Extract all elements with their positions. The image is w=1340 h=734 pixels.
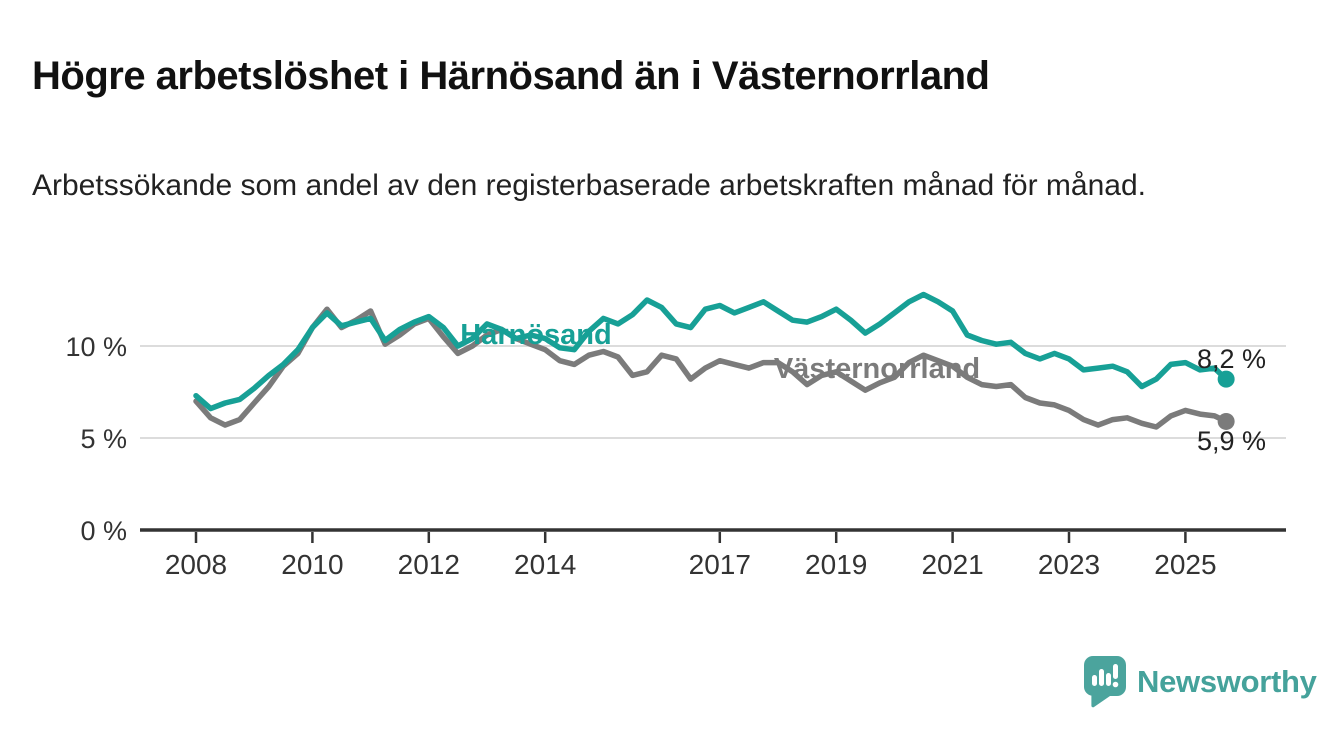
- end-value-label-västernorrland: 5,9 %: [1197, 426, 1266, 456]
- y-tick-label-5: 5 %: [80, 424, 127, 454]
- y-tick-label-10: 10 %: [65, 332, 127, 362]
- page-title: Högre arbetslöshet i Härnösand än i Väst…: [32, 53, 990, 98]
- x-tick-label-2008: 2008: [165, 549, 227, 580]
- x-tick-label-2010: 2010: [281, 549, 343, 580]
- y-tick-label-0: 0 %: [80, 516, 127, 546]
- x-tick-label-2017: 2017: [689, 549, 751, 580]
- x-tick-label-2023: 2023: [1038, 549, 1100, 580]
- x-tick-label-2019: 2019: [805, 549, 867, 580]
- end-dot-härnösand: [1217, 370, 1235, 388]
- newsworthy-logo: Newsworthy: [1084, 656, 1317, 708]
- series-line-västernorrland: [193, 306, 1229, 430]
- chart-subtitle: Arbetssökande som andel av den registerb…: [32, 169, 1146, 202]
- x-tick-label-2021: 2021: [921, 549, 983, 580]
- series-label-härnösand: Härnösand: [460, 319, 611, 351]
- x-tick-label-2025: 2025: [1154, 549, 1216, 580]
- brand-name: Newsworthy: [1137, 664, 1317, 699]
- x-tick-label-2014: 2014: [514, 549, 576, 580]
- x-tick-label-2012: 2012: [398, 549, 460, 580]
- end-dot-västernorrland: [1217, 412, 1235, 430]
- end-value-label-härnösand: 8,2 %: [1197, 344, 1266, 374]
- series-label-västernorrland: Västernorrland: [774, 353, 980, 385]
- bar-chart-speech-bubble-icon: [1084, 656, 1126, 708]
- series-line-härnösand: [193, 291, 1229, 412]
